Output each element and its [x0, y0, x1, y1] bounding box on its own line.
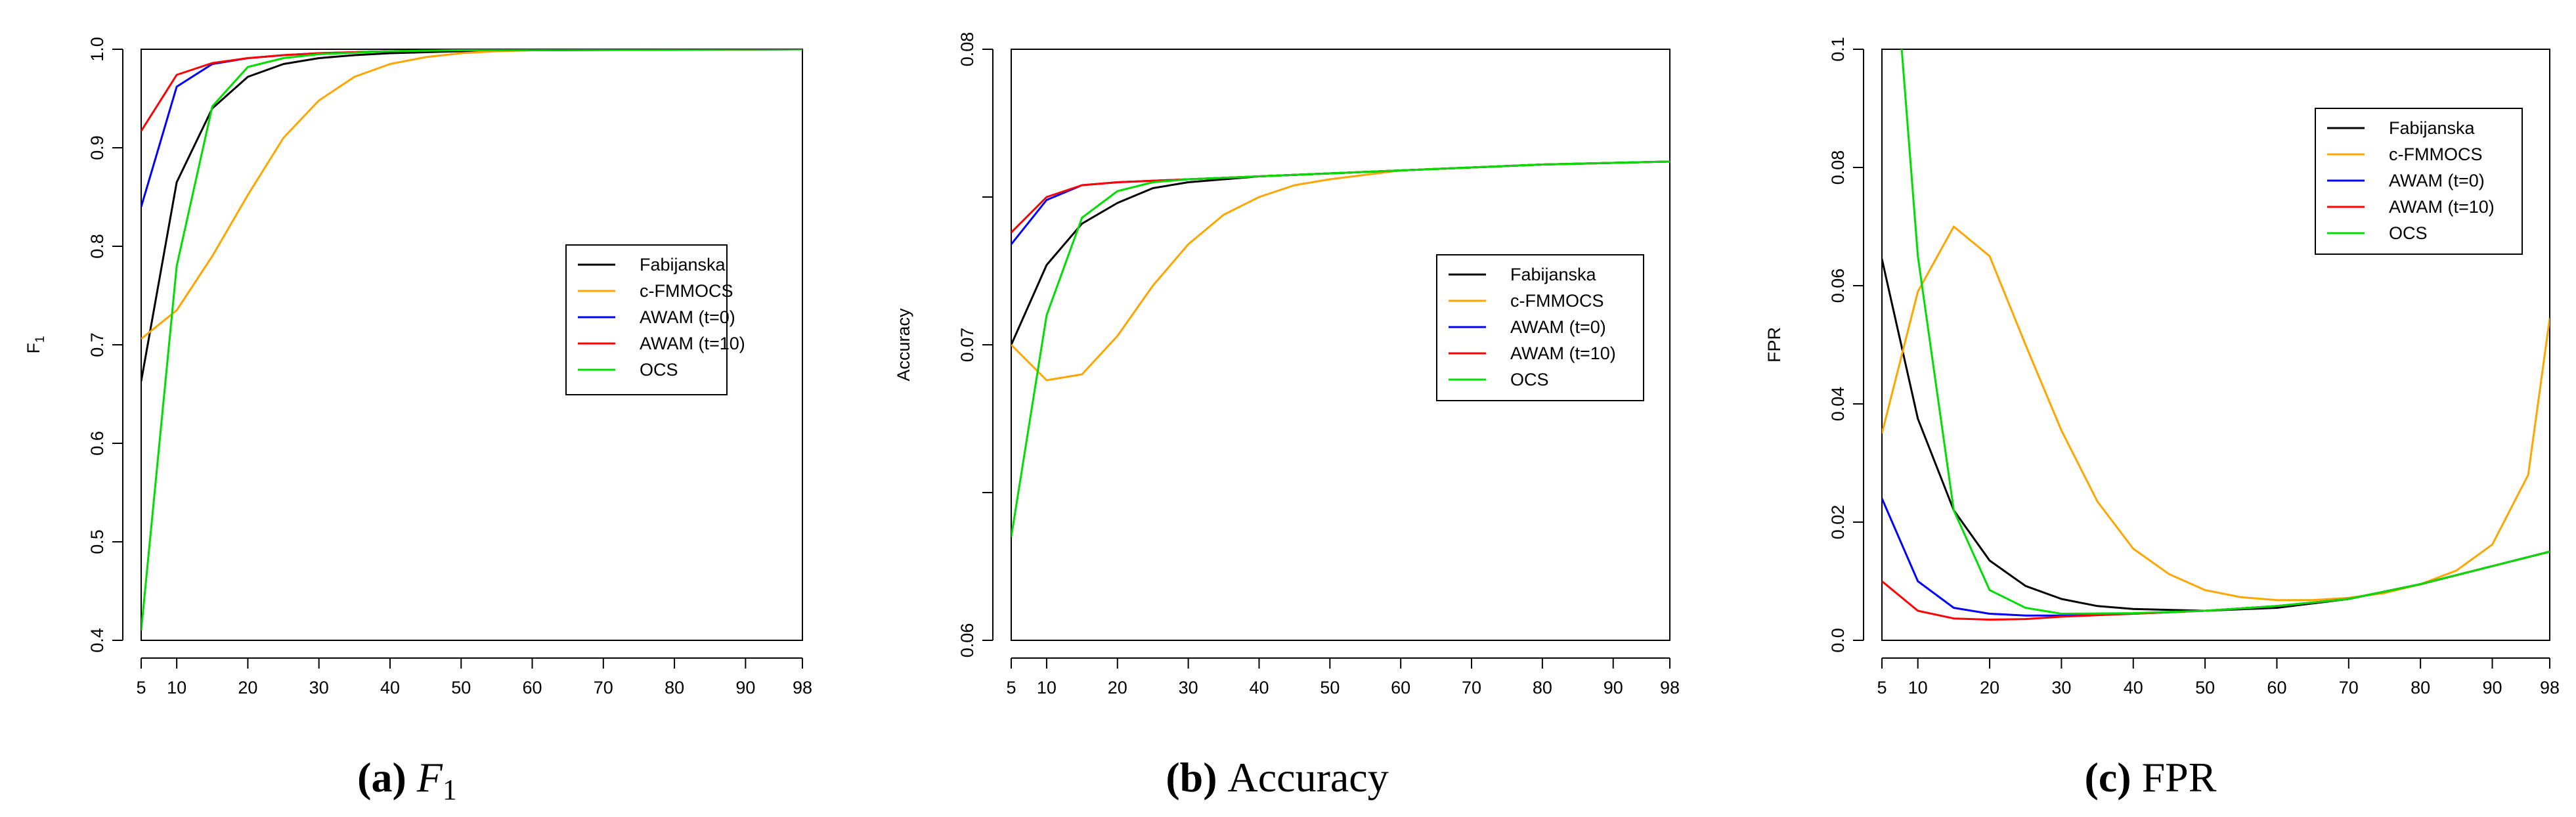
panel1-x-tick-label: 40 — [1249, 678, 1269, 697]
panel0-series-group — [141, 49, 802, 631]
panel1-x-tick-label: 90 — [1604, 678, 1623, 697]
panel0-legend-label: AWAM (t=10) — [640, 334, 745, 353]
panel0-legend-label: AWAM (t=0) — [640, 307, 735, 327]
panel1-legend-label: AWAM (t=10) — [1510, 343, 1616, 363]
panel1-y-axis-title: Accuracy — [894, 308, 913, 382]
panel1-legend-label: AWAM (t=0) — [1510, 317, 1606, 337]
panel2-y-tick-label: 0.08 — [1828, 150, 1848, 185]
panel0-x-tick-label: 5 — [136, 678, 146, 697]
panel1-x-tick-label: 10 — [1037, 678, 1057, 697]
panel0-y-tick-label: 0.9 — [87, 135, 107, 160]
panel0-x-tick-label: 50 — [451, 678, 471, 697]
panel0-legend-label: OCS — [640, 360, 678, 380]
panel1-x-tick-label: 50 — [1320, 678, 1340, 697]
panel0-x-tick-label: 40 — [380, 678, 400, 697]
panel0-caption: (a) F1 — [357, 754, 457, 806]
panel2-legend-label: c-FMMOCS — [2389, 144, 2482, 164]
panel2-x-tick-label: 70 — [2339, 678, 2359, 697]
panel2-x-tick-label: 80 — [2411, 678, 2430, 697]
panel1-x-tick-label: 80 — [1533, 678, 1552, 697]
panel-f1: 0.4 0.5 0.6 0.7 0.8 0.9 1.0 5 10 20 30 40 50 60 70 80 90… — [24, 37, 812, 806]
panel0-y-tick-label: 0.7 — [87, 332, 107, 357]
panel2-legend-label: Fabijanska — [2389, 118, 2476, 138]
panel0-x-tick-label: 60 — [523, 678, 542, 697]
panel1-x-tick-label: 20 — [1108, 678, 1127, 697]
panel2-x-tick-label: 60 — [2267, 678, 2286, 697]
panel2-series-c-fmmocs — [1882, 225, 2550, 602]
panel2-x-tick-label: 30 — [2051, 678, 2071, 697]
panel2-x-tick-label: 50 — [2195, 678, 2215, 697]
panel2-y-tick-label: 0.0 — [1828, 628, 1848, 653]
panel0-series-ocs — [141, 49, 802, 631]
panel2-x-tick-label: 98 — [2540, 678, 2560, 697]
panel1-x-tick-label: 60 — [1391, 678, 1410, 697]
panel0-x-tick-label: 98 — [793, 678, 812, 697]
panel2-legend-label: OCS — [2389, 223, 2428, 243]
panel0-x-tick-label: 10 — [167, 678, 186, 697]
panel2-y-tick-label: 0.1 — [1828, 37, 1848, 62]
panel2-caption: (c) FPR — [2085, 754, 2217, 801]
panel1-series-group — [1011, 160, 1670, 537]
panel0-y-tick-label: 0.6 — [87, 431, 107, 456]
panel1-legend-label: OCS — [1510, 370, 1549, 389]
panel2-y-tick-label: 0.02 — [1828, 505, 1848, 540]
panel1-x-tick-label: 5 — [1006, 678, 1016, 697]
panel-fpr: 0.0 0.02 0.04 0.06 0.08 0.1 5 10 20 30 40 50 60 70 80 9… — [1764, 37, 2560, 801]
panel1-y-tick-label: 0.08 — [957, 32, 977, 67]
panel2-series-group — [1882, 49, 2550, 621]
panel0-x-tick-label: 70 — [594, 678, 613, 697]
panel2-plot-frame — [1881, 49, 2550, 641]
panel1-y-tick-label: 0.07 — [957, 328, 977, 363]
panel2-series-ocs — [1900, 49, 2550, 615]
panel2-y-tick-label: 0.04 — [1828, 387, 1848, 422]
panel1-x-tick-label: 30 — [1179, 678, 1198, 697]
panel1-series-ocs — [1011, 160, 1670, 537]
panel1-caption: (b) Accuracy — [1166, 754, 1388, 801]
panel1-legend-label: Fabijanska — [1510, 265, 1597, 284]
panel2-x-tick-label: 90 — [2482, 678, 2502, 697]
panel2-legend-label: AWAM (t=10) — [2389, 197, 2495, 217]
panel1-legend-label: c-FMMOCS — [1510, 291, 1604, 311]
panel-accuracy: 0.06 0.07 0.08 5 10 20 30 40 50 60 70 80 90 98 Accurac… — [894, 32, 1680, 801]
panel0-y-tick-label: 0.5 — [87, 529, 107, 554]
panel2-y-axis-title: FPR — [1764, 327, 1784, 363]
panel0-legend-label: c-FMMOCS — [640, 281, 733, 301]
panel0-x-tick-label: 80 — [665, 678, 684, 697]
panel2-x-tick-label: 40 — [2124, 678, 2143, 697]
panel2-x-tick-label: 10 — [1908, 678, 1928, 697]
panel0-y-tick-label: 1.0 — [87, 37, 107, 62]
panel0-x-tick-label: 30 — [309, 678, 329, 697]
panel2-y-tick-label: 0.06 — [1828, 269, 1848, 303]
panel0-x-tick-label: 20 — [238, 678, 257, 697]
panel2-x-tick-label: 20 — [1980, 678, 1999, 697]
panel0-x-tick-label: 90 — [735, 678, 755, 697]
panel2-x-tick-label: 5 — [1877, 678, 1887, 697]
panel0-legend-label: Fabijanska — [640, 255, 726, 275]
panel1-y-tick-label: 0.06 — [957, 623, 977, 658]
panel1-x-tick-label: 98 — [1660, 678, 1680, 697]
panel0-y-tick-label: 0.8 — [87, 234, 107, 259]
panel2-legend-label: AWAM (t=0) — [2389, 171, 2485, 190]
panel0-y-tick-label: 0.4 — [87, 628, 107, 653]
panel1-x-tick-label: 70 — [1462, 678, 1481, 697]
